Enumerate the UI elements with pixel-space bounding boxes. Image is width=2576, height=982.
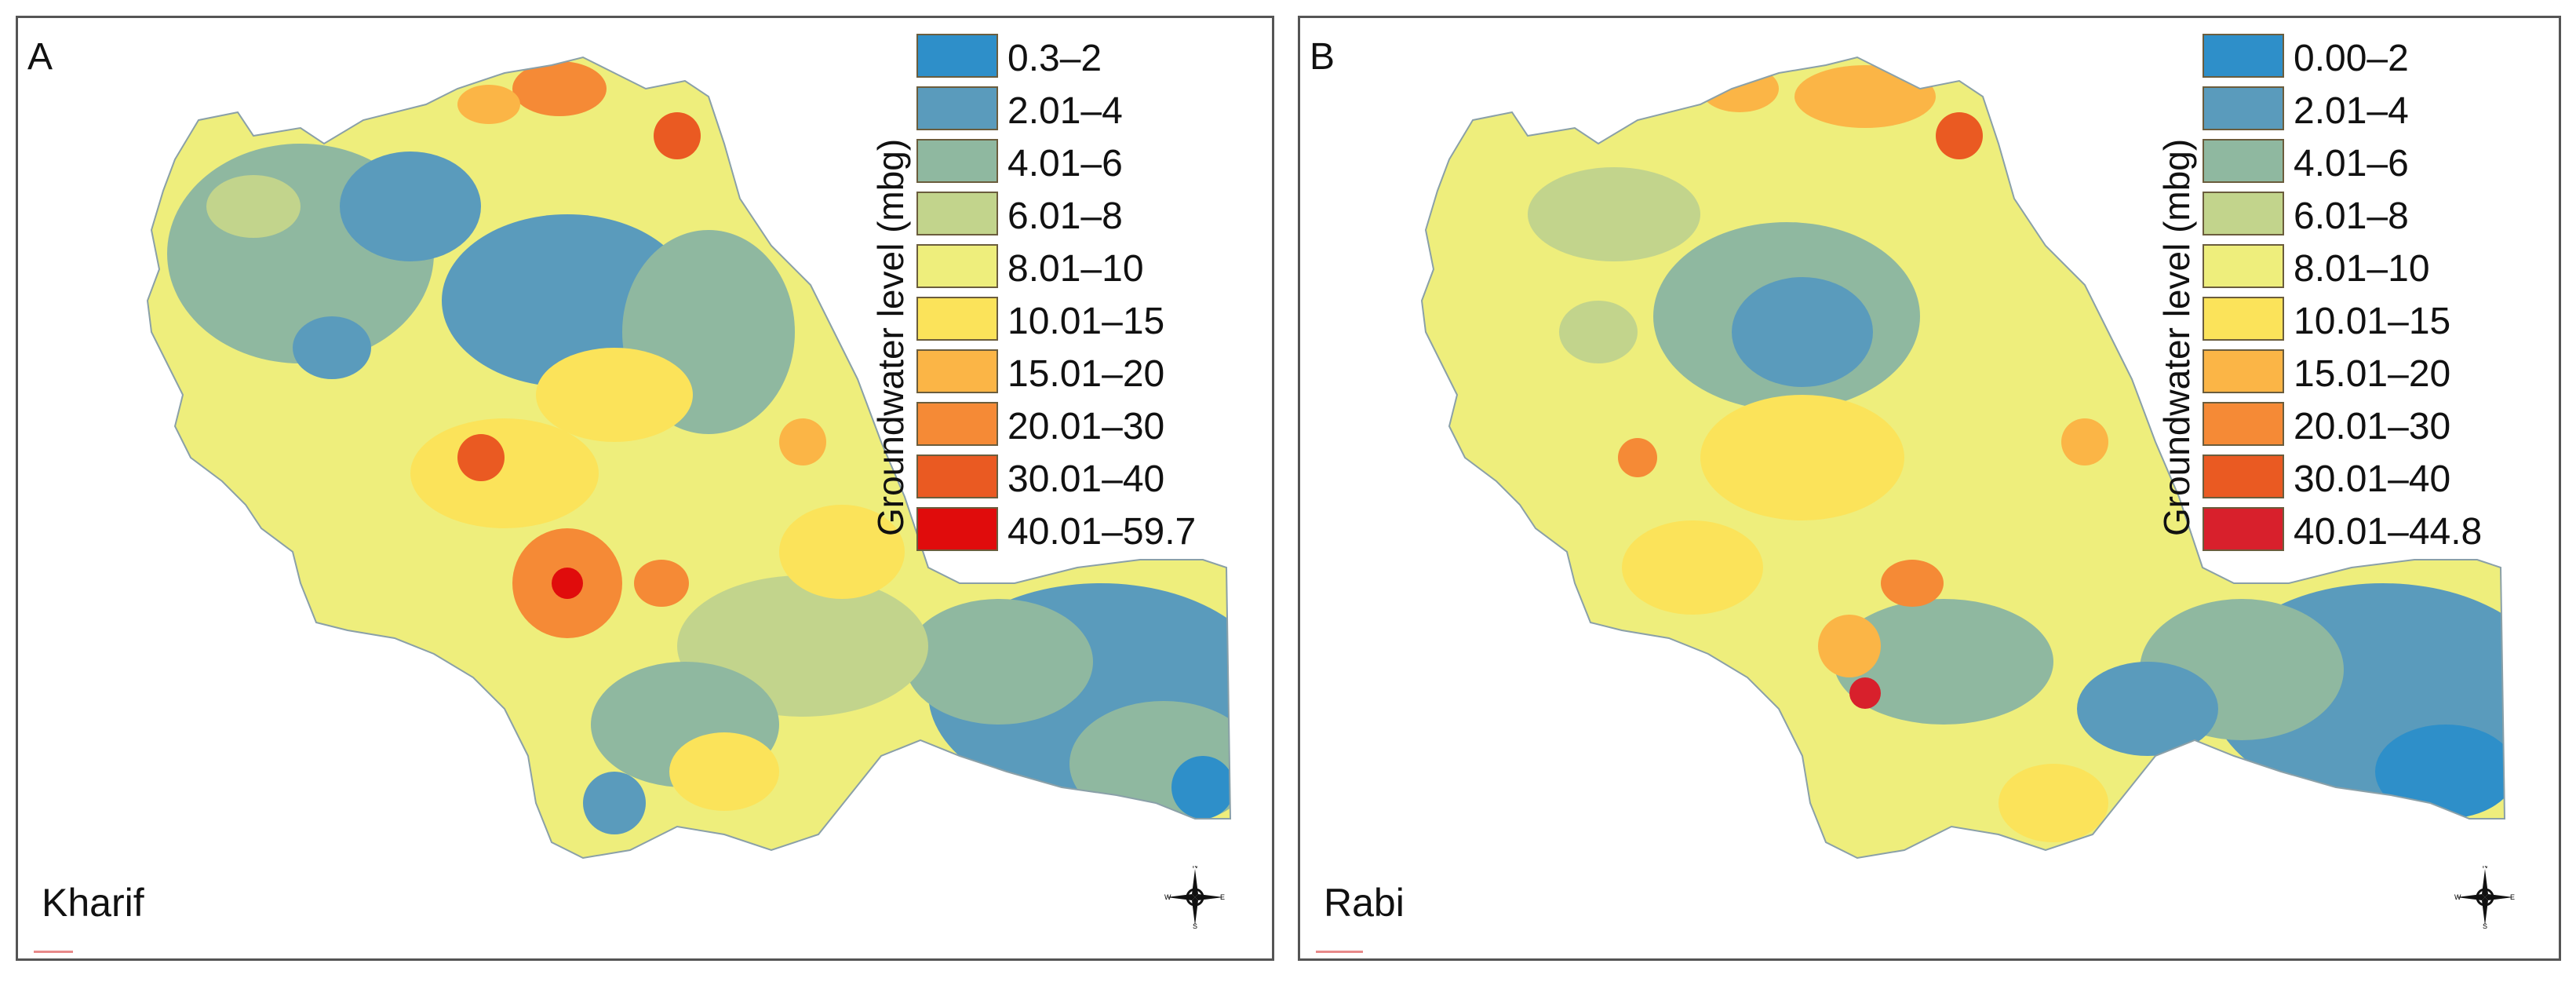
legend-item: 8.01–10 <box>916 244 1262 290</box>
legend-label: 6.01–8 <box>1007 195 1123 237</box>
legend-swatch <box>916 192 998 235</box>
legend-swatch <box>916 244 998 288</box>
legend-label: 2.01–4 <box>2294 90 2409 132</box>
legend-item: 2.01–4 <box>2203 86 2548 132</box>
groundwater-map-rabi <box>1420 56 2506 860</box>
legend-label: 15.01–20 <box>1007 353 1165 395</box>
legend-label: 40.01–44.8 <box>2294 511 2483 553</box>
scale-bar <box>1316 951 1363 953</box>
compass-w: W <box>1164 893 1171 901</box>
legend-swatch <box>2203 349 2284 393</box>
legend-item: 2.01–4 <box>916 86 1262 132</box>
season-label: Rabi <box>1324 881 1405 925</box>
compass-icon: N S W E <box>2454 866 2515 929</box>
legend-swatch <box>916 34 998 78</box>
legend-item: 4.01–6 <box>2203 139 2548 184</box>
legend-label: 20.01–30 <box>1007 406 1165 447</box>
legend-swatch <box>2203 454 2284 498</box>
legend-item: 6.01–8 <box>916 192 1262 237</box>
compass-n: N <box>2483 866 2488 870</box>
legend-swatch <box>2203 86 2284 130</box>
compass-e: E <box>1220 893 1225 901</box>
legend-item: 6.01–8 <box>2203 192 2548 237</box>
legend-swatch <box>916 454 998 498</box>
legend-item: 4.01–6 <box>916 139 1262 184</box>
legend-title: Groundwater level (mbg) <box>870 138 911 536</box>
legend-swatch <box>2203 507 2284 551</box>
legend-label: 40.01–59.7 <box>1007 511 1197 553</box>
legend-swatch <box>2203 192 2284 235</box>
legend-label: 10.01–15 <box>1007 301 1165 342</box>
legend-item: 30.01–40 <box>2203 454 2548 500</box>
legend-label: 0.3–2 <box>1007 38 1102 79</box>
legend-swatch <box>916 297 998 341</box>
legend-swatch <box>916 402 998 446</box>
legend-swatch <box>2203 244 2284 288</box>
legend-swatch <box>2203 34 2284 78</box>
legend-label: 8.01–10 <box>1007 248 1144 290</box>
legend-label: 15.01–20 <box>2294 353 2451 395</box>
legend-swatch <box>2203 402 2284 446</box>
legend-item: 10.01–15 <box>2203 297 2548 342</box>
compass-w: W <box>2454 893 2461 901</box>
season-label: Kharif <box>42 881 144 925</box>
legend-label: 2.01–4 <box>1007 90 1123 132</box>
legend-swatch <box>916 86 998 130</box>
legend-item: 0.00–2 <box>2203 34 2548 79</box>
legend-swatch <box>916 349 998 393</box>
legend-item: 8.01–10 <box>2203 244 2548 290</box>
legend-label: 4.01–6 <box>2294 143 2409 184</box>
legend-item: 15.01–20 <box>2203 349 2548 395</box>
legend-item: 10.01–15 <box>916 297 1262 342</box>
legend-item: 40.01–44.8 <box>2203 507 2548 553</box>
legend-swatch <box>2203 139 2284 183</box>
legend-item: 20.01–30 <box>2203 402 2548 447</box>
legend-label: 0.00–2 <box>2294 38 2409 79</box>
scale-bar <box>34 951 73 953</box>
legend-item: 40.01–59.7 <box>916 507 1262 553</box>
compass-n: N <box>1193 866 1198 870</box>
groundwater-map-kharif <box>146 56 1232 860</box>
legend-label: 30.01–40 <box>1007 458 1165 500</box>
map-panel-rabi: B Groundwater level (mbg) 0.00–2 2.01–4 4.… <box>1298 16 2561 961</box>
map-panel-kharif: A Groundwater level (mbg) 0.3–2 2.01–4 4.0… <box>16 16 1274 961</box>
compass-s: S <box>1193 922 1197 929</box>
legend-item: 0.3–2 <box>916 34 1262 79</box>
legend-title: Groundwater level (mbg) <box>2156 138 2197 536</box>
legend-item: 15.01–20 <box>916 349 1262 395</box>
legend-label: 10.01–15 <box>2294 301 2451 342</box>
legend-swatch <box>2203 297 2284 341</box>
compass-s: S <box>2483 922 2487 929</box>
legend-label: 4.01–6 <box>1007 143 1123 184</box>
panel-letter: A <box>27 36 53 78</box>
legend-item: 30.01–40 <box>916 454 1262 500</box>
panel-letter: B <box>1310 36 1335 78</box>
legend-swatch <box>916 507 998 551</box>
compass-icon: N S W E <box>1164 866 1225 929</box>
legend-item: 20.01–30 <box>916 402 1262 447</box>
legend-label: 30.01–40 <box>2294 458 2451 500</box>
legend-label: 8.01–10 <box>2294 248 2430 290</box>
legend-swatch <box>916 139 998 183</box>
compass-e: E <box>2510 893 2515 901</box>
legend-label: 6.01–8 <box>2294 195 2409 237</box>
legend-label: 20.01–30 <box>2294 406 2451 447</box>
